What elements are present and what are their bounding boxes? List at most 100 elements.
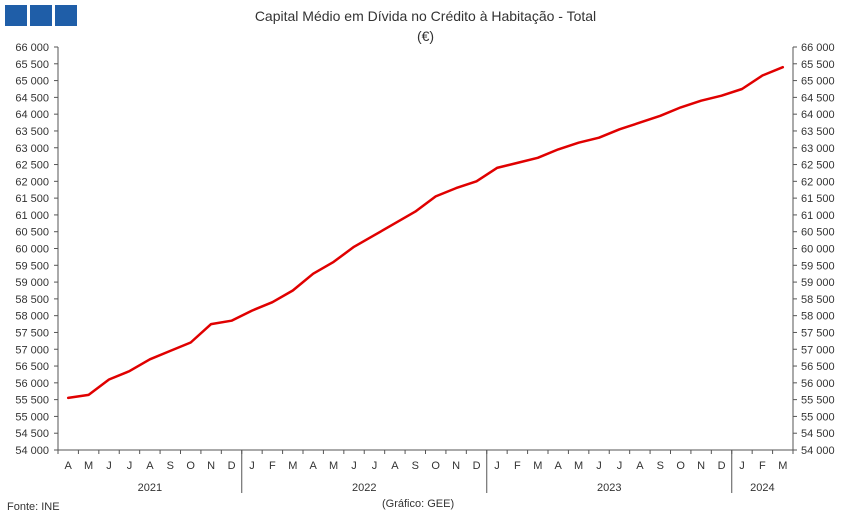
x-month-label: A	[146, 460, 154, 472]
y-tick-label-right: 54 500	[801, 428, 835, 440]
y-tick-label-right: 58 000	[801, 311, 835, 323]
x-month-label: A	[65, 460, 73, 472]
y-tick-label-right: 54 000	[801, 445, 835, 457]
y-tick-label-right: 66 000	[801, 42, 835, 54]
y-tick-label-left: 64 000	[15, 109, 49, 121]
y-tick-label-left: 58 000	[15, 311, 49, 323]
y-tick-label-left: 58 500	[15, 294, 49, 306]
y-tick-label-right: 58 500	[801, 294, 835, 306]
x-month-label: M	[84, 460, 93, 472]
x-month-label: M	[288, 460, 297, 472]
y-tick-label-left: 59 500	[15, 260, 49, 272]
y-tick-label-right: 55 000	[801, 411, 835, 423]
x-month-label: J	[617, 460, 623, 472]
y-tick-label-right: 63 000	[801, 143, 835, 155]
x-month-label: J	[351, 460, 357, 472]
y-tick-label-right: 60 500	[801, 227, 835, 239]
x-month-label: S	[167, 460, 174, 472]
x-month-label: S	[412, 460, 419, 472]
y-tick-label-left: 62 000	[15, 176, 49, 188]
y-tick-label-right: 59 500	[801, 260, 835, 272]
x-month-label: M	[329, 460, 338, 472]
logo-square-1	[5, 5, 27, 26]
x-month-label: A	[636, 460, 644, 472]
y-tick-label-left: 61 000	[15, 210, 49, 222]
x-month-label: A	[391, 460, 399, 472]
y-tick-label-left: 57 500	[15, 327, 49, 339]
y-tick-label-right: 64 500	[801, 92, 835, 104]
x-month-label: D	[228, 460, 236, 472]
x-month-label: O	[676, 460, 685, 472]
y-tick-label-left: 62 500	[15, 160, 49, 172]
x-month-label: M	[574, 460, 583, 472]
y-tick-label-right: 57 000	[801, 344, 835, 356]
y-tick-label-right: 62 500	[801, 160, 835, 172]
y-tick-label-left: 60 500	[15, 227, 49, 239]
y-tick-label-left: 56 000	[15, 378, 49, 390]
x-month-label: O	[186, 460, 195, 472]
y-tick-label-left: 60 000	[15, 244, 49, 256]
x-month-label: J	[372, 460, 378, 472]
y-tick-label-right: 64 000	[801, 109, 835, 121]
y-tick-label-left: 61 500	[15, 193, 49, 205]
y-tick-label-left: 63 000	[15, 143, 49, 155]
x-year-label: 2022	[352, 482, 376, 494]
x-month-label: N	[207, 460, 215, 472]
x-month-label: M	[533, 460, 542, 472]
y-tick-label-left: 65 500	[15, 59, 49, 71]
x-month-label: F	[269, 460, 276, 472]
y-tick-label-left: 55 000	[15, 411, 49, 423]
x-year-label: 2023	[597, 482, 621, 494]
y-tick-label-left: 65 000	[15, 76, 49, 88]
x-month-label: N	[452, 460, 460, 472]
y-tick-label-right: 57 500	[801, 327, 835, 339]
x-month-label: F	[514, 460, 521, 472]
x-month-label: D	[473, 460, 481, 472]
y-tick-label-left: 64 500	[15, 92, 49, 104]
x-month-label: D	[718, 460, 726, 472]
x-month-label: J	[127, 460, 133, 472]
y-tick-label-right: 65 500	[801, 59, 835, 71]
x-month-label: J	[739, 460, 745, 472]
series-line	[66, 65, 785, 400]
y-tick-label-left: 63 500	[15, 126, 49, 138]
x-month-label: F	[759, 460, 766, 472]
x-month-label: M	[778, 460, 787, 472]
y-tick-label-left: 55 500	[15, 395, 49, 407]
y-tick-label-right: 60 000	[801, 244, 835, 256]
logo-square-2	[30, 5, 52, 26]
x-month-label: J	[106, 460, 112, 472]
y-tick-label-right: 55 500	[801, 395, 835, 407]
y-tick-label-left: 54 000	[15, 445, 49, 457]
y-tick-label-right: 59 000	[801, 277, 835, 289]
y-tick-label-right: 56 000	[801, 378, 835, 390]
y-tick-label-right: 61 500	[801, 193, 835, 205]
ine-logo-icon	[5, 5, 77, 26]
x-month-label: J	[494, 460, 500, 472]
y-tick-label-left: 57 000	[15, 344, 49, 356]
x-year-label: 2024	[750, 482, 774, 494]
x-month-label: S	[657, 460, 664, 472]
y-tick-label-left: 56 500	[15, 361, 49, 373]
logo-square-3	[55, 5, 77, 26]
x-year-label: 2021	[138, 482, 162, 494]
y-tick-label-left: 59 000	[15, 277, 49, 289]
x-month-label: J	[249, 460, 255, 472]
credit-label: (Gráfico: GEE)	[382, 498, 455, 510]
x-month-label: J	[596, 460, 602, 472]
y-tick-label-right: 56 500	[801, 361, 835, 373]
y-tick-label-right: 61 000	[801, 210, 835, 222]
x-month-label: A	[310, 460, 318, 472]
chart-title: Capital Médio em Dívida no Crédito à Hab…	[254, 8, 597, 24]
y-tick-label-right: 62 000	[801, 176, 835, 188]
x-month-label: N	[697, 460, 705, 472]
y-tick-label-right: 63 500	[801, 126, 835, 138]
chart-subtitle: (€)	[416, 28, 435, 44]
source-label: Fonte: INE	[7, 501, 60, 513]
y-tick-label-right: 65 000	[801, 76, 835, 88]
y-tick-label-left: 54 500	[15, 428, 49, 440]
x-month-label: O	[431, 460, 440, 472]
y-tick-label-left: 66 000	[15, 42, 49, 54]
x-month-label: A	[555, 460, 563, 472]
